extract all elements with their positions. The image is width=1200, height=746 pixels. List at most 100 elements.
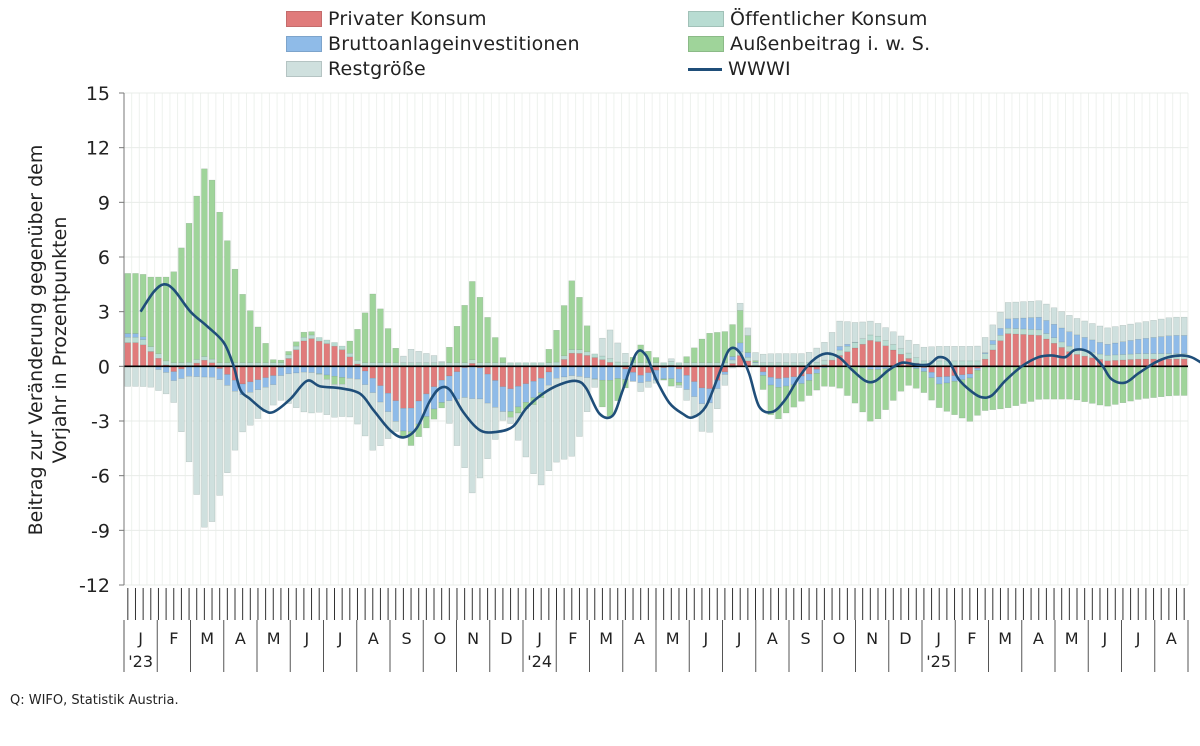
bar-segment-gfcf <box>476 367 484 400</box>
bar-segment-resid <box>783 353 790 363</box>
bar-segment-resid <box>645 381 652 388</box>
bar-segment-private <box>882 345 889 367</box>
bar-segment-netexp <box>285 351 292 356</box>
x-month-label: S <box>402 629 412 648</box>
bar-segment-private <box>1181 358 1188 367</box>
bar-segment-netexp <box>1050 366 1058 400</box>
bar-segment-netexp <box>897 366 905 392</box>
bar-segment-netexp <box>1035 366 1042 400</box>
line-layer <box>139 282 1200 439</box>
y-tick-label: 9 <box>98 192 110 214</box>
bar-segment-resid <box>339 383 346 417</box>
x-month-label: J <box>703 629 709 648</box>
bar-segment-resid <box>476 398 484 479</box>
bar-segment-netexp <box>760 375 767 390</box>
bar-segment-private <box>1104 360 1111 367</box>
bar-segment-private <box>1142 358 1150 367</box>
bar-segment-netexp <box>1173 366 1180 396</box>
bar-segment-resid <box>1150 320 1157 338</box>
bar-segment-public <box>1119 354 1127 361</box>
bar-segment-netexp <box>744 335 751 353</box>
bar-segment-private <box>407 366 415 409</box>
bar-segment-public <box>744 357 751 362</box>
bar-segment-public <box>339 345 346 350</box>
bar-segment-public <box>936 360 943 367</box>
legend-item-netexp: Außenbeitrag i. w. S. <box>688 33 930 55</box>
bar-segment-netexp <box>377 308 384 363</box>
bar-segment-netexp <box>1027 366 1035 402</box>
bar-segment-netexp <box>484 317 491 363</box>
bar-segment-gfcf <box>561 366 568 378</box>
bar-segment-resid <box>821 342 828 361</box>
bar-segment-gfcf <box>316 366 323 374</box>
bar-segment-private <box>1073 354 1081 367</box>
bar-segment-gfcf <box>805 373 813 381</box>
series-line-wwwi <box>139 282 1200 439</box>
bar-segment-gfcf <box>538 378 545 393</box>
bar-segment-netexp <box>675 382 683 386</box>
bar-segment-netexp <box>1165 366 1172 397</box>
bar-segment-gfcf <box>323 366 330 376</box>
bar-segment-resid <box>1058 311 1065 329</box>
bar-segment-gfcf <box>1165 335 1172 354</box>
bar-segment-private <box>706 366 713 389</box>
bar-segment-public <box>1043 333 1050 340</box>
bar-segment-netexp <box>606 379 614 417</box>
bar-segment-gfcf <box>522 383 529 403</box>
bar-segment-netexp <box>706 333 713 363</box>
bar-segment-private <box>132 342 139 367</box>
bar-segment-netexp <box>813 373 820 391</box>
bar-segment-netexp <box>124 273 131 334</box>
bar-segment-gfcf <box>308 366 315 373</box>
bar-segment-netexp <box>828 366 836 387</box>
bar-segment-resid <box>905 339 912 354</box>
bar-segment-private <box>599 359 606 367</box>
bar-segment-gfcf <box>1119 341 1127 355</box>
bar-segment-resid <box>469 398 476 494</box>
bar-segment-resid <box>982 337 989 353</box>
bar-segment-netexp <box>553 330 560 363</box>
bar-segment-resid <box>775 353 782 363</box>
bar-segment-resid <box>675 384 683 388</box>
x-month-label: J <box>736 629 742 648</box>
bar-segment-gfcf <box>660 367 667 380</box>
bar-segment-private <box>484 366 491 375</box>
bar-segment-private <box>959 366 966 376</box>
bar-segment-resid <box>798 353 805 363</box>
bar-segment-gfcf <box>1073 334 1081 350</box>
bar-segment-private <box>637 366 644 376</box>
bar-segment-resid <box>178 378 185 432</box>
y-tick-label: 12 <box>86 138 110 160</box>
bar-segment-gfcf <box>568 366 575 376</box>
bar-segment-private <box>492 366 499 381</box>
bar-segment-resid <box>1096 325 1104 343</box>
bar-segment-netexp <box>714 332 721 363</box>
bar-segment-resid <box>515 412 522 441</box>
bar-segment-resid <box>231 391 239 451</box>
bar-segment-gfcf <box>928 372 935 379</box>
x-month-label: F <box>568 629 577 648</box>
bar-segment-gfcf <box>691 381 698 397</box>
bar-segment-resid <box>1066 315 1073 332</box>
bar-segment-public <box>913 357 920 364</box>
bar-segment-netexp <box>453 326 461 363</box>
bar-segment-resid <box>576 376 583 437</box>
x-month-label: F <box>967 629 976 648</box>
legend-swatch-resid <box>286 61 322 77</box>
bar-segment-gfcf <box>989 340 996 345</box>
bar-segment-resid <box>997 312 1004 329</box>
bar-segment-netexp <box>691 347 698 363</box>
bar-segment-resid <box>913 344 920 358</box>
bar-segment-netexp <box>752 360 759 363</box>
bar-segment-private <box>438 366 445 381</box>
bar-segment-netexp <box>652 357 660 363</box>
bar-segment-netexp <box>943 382 951 412</box>
bar-segment-netexp <box>959 379 966 419</box>
bar-segment-gfcf <box>744 352 751 358</box>
bar-segment-public <box>890 344 897 351</box>
bar-segment-resid <box>1165 317 1172 336</box>
bar-segment-private <box>346 356 353 367</box>
bar-segment-public <box>1035 329 1042 336</box>
bar-segment-resid <box>323 379 330 415</box>
bar-segment-resid <box>1073 318 1081 336</box>
